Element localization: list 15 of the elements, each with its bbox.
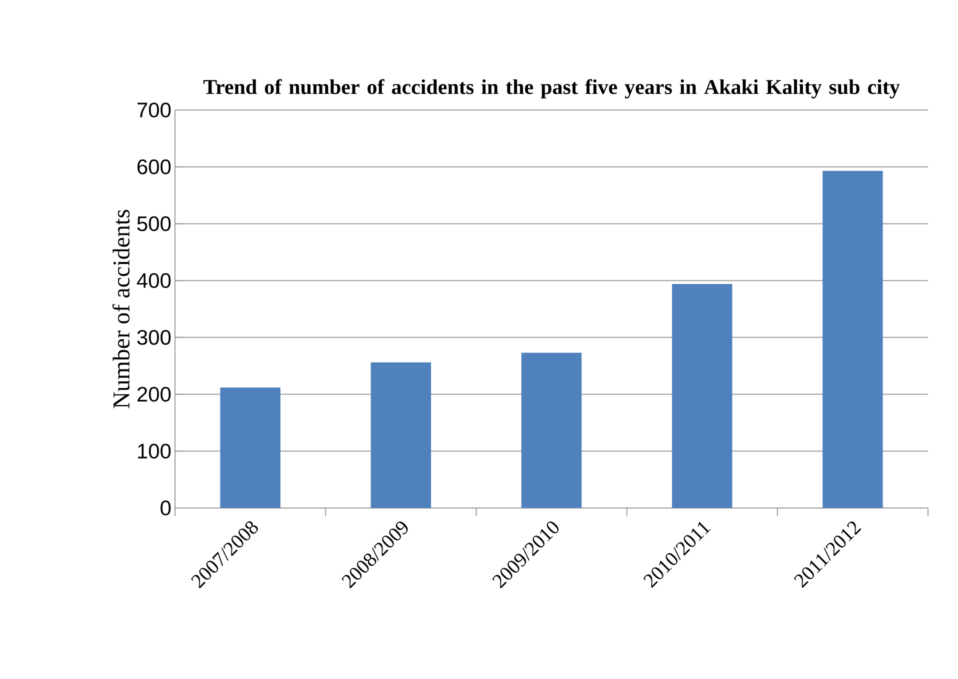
bar [220, 387, 280, 508]
bar [822, 170, 883, 508]
y-tick-label: 600 [138, 159, 171, 174]
y-tick-label: 300 [137, 330, 171, 345]
bar [672, 284, 732, 508]
y-axis-title: Number of accidents [112, 210, 130, 408]
y-tick-label: 700 [138, 102, 171, 118]
y-tick-label: 500 [137, 216, 171, 232]
y-tick-label: 100 [138, 444, 171, 459]
y-tick-label: 200 [137, 386, 171, 402]
y-tick-label: 400 [136, 273, 171, 288]
y-tick-label: 0 [160, 500, 171, 516]
chart-title: Trend of number of accidents in the past five years in Akaki Kality sub city [203, 79, 900, 98]
bar [370, 362, 432, 508]
bar [521, 352, 582, 508]
